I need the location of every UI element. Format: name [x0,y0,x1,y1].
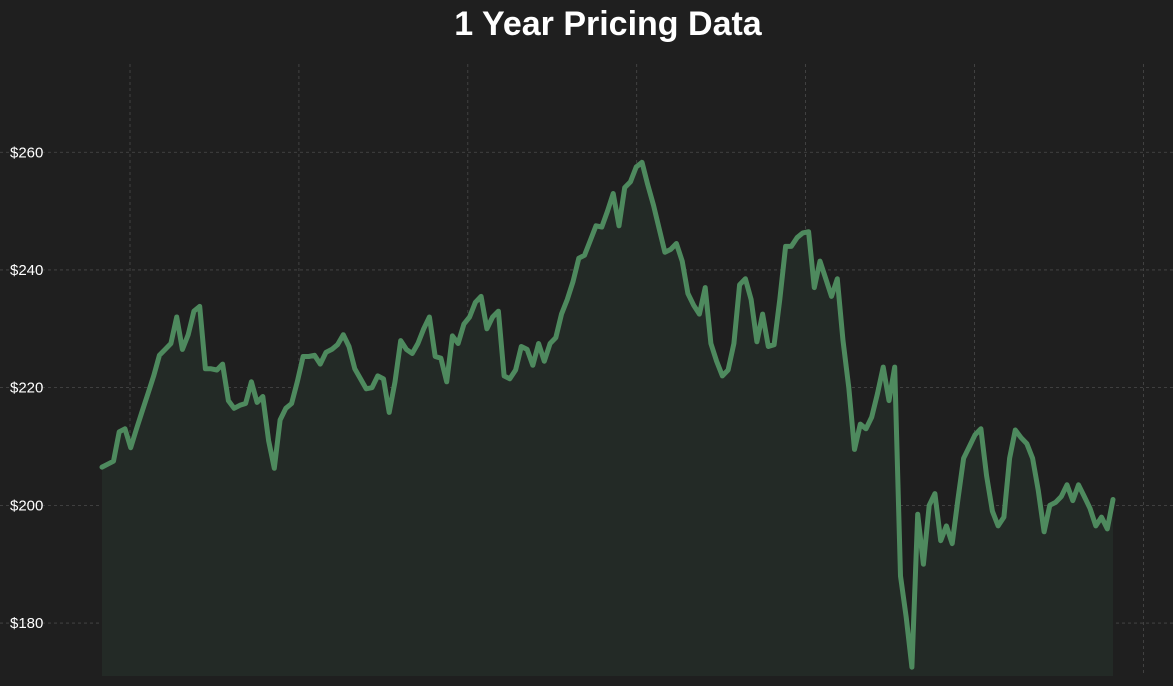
price-series-line [99,159,1116,670]
y-tick-label: $200 [10,497,43,514]
y-tick-label: $220 [10,380,43,397]
price-area-fill [102,162,1113,677]
y-tick-label: $260 [10,144,43,161]
line-layer [99,159,1116,670]
y-tick-label: $180 [10,615,43,632]
chart-title: 1 Year Pricing Data [454,5,762,43]
area-layer [102,162,1113,677]
y-tick-label: $240 [10,262,43,279]
ticks-layer: $180 $200 $220 $240 $260 [10,144,43,632]
